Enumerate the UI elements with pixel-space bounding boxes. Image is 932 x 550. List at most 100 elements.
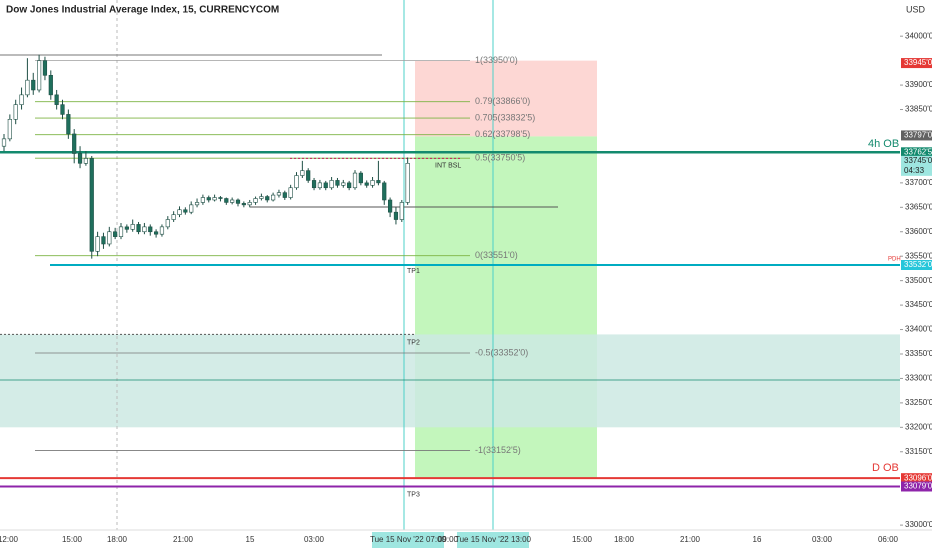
y-tick-label: 33200'0	[905, 422, 932, 431]
price-badge	[901, 473, 932, 484]
candle-body	[154, 231, 159, 235]
candle-body	[48, 74, 53, 96]
candle-body	[370, 180, 375, 186]
zone	[0, 334, 900, 428]
candle-body	[253, 198, 258, 203]
candle-body	[311, 180, 317, 189]
candle-body	[159, 226, 165, 235]
candle-body	[259, 196, 264, 199]
candle-body	[136, 224, 141, 233]
price-badge-label: 33797'0	[904, 131, 932, 140]
y-tick-label: 33900'0	[905, 80, 932, 89]
candle-body	[189, 204, 194, 213]
fib-label: 0(33551'0)	[475, 250, 518, 260]
candle-body	[194, 202, 200, 206]
price-badge-label: 33532'0	[904, 260, 932, 269]
candle-body	[317, 182, 323, 189]
price-badge	[901, 155, 932, 176]
candle-body	[230, 199, 235, 203]
candle-body	[165, 219, 170, 228]
y-tick-label: 33400'0	[905, 325, 932, 334]
candle-body	[19, 94, 24, 105]
x-tick-label: 06:00	[878, 535, 899, 544]
fib-label: -1(33152'5)	[475, 445, 521, 455]
annotation-label: TP3	[407, 491, 420, 498]
price-badge-label: 33745'0	[904, 156, 932, 165]
fib-label: 0.5(33750'5)	[475, 153, 525, 163]
candle-body	[1, 138, 7, 147]
candle-body	[177, 209, 182, 215]
x-tick-label: 03:00	[812, 535, 833, 544]
candle-body	[42, 60, 48, 76]
candle-body	[183, 209, 188, 213]
candle-body	[101, 236, 106, 245]
x-tick-label: 21:00	[173, 535, 194, 544]
candle-body	[25, 79, 30, 96]
y-tick-label: 34000'0	[905, 31, 932, 40]
candle-body	[247, 202, 252, 206]
fib-label: 0.705(33832'5)	[475, 112, 535, 122]
y-tick-label: 33300'0	[905, 374, 932, 383]
annotation-label: INT BSL	[435, 162, 461, 169]
candle-body	[95, 236, 100, 252]
plot: 1(33950'0) 0.79(33866'0) 0.705(33832'5) 0.6…	[0, 0, 900, 530]
candle-body	[235, 199, 241, 204]
candle-body	[118, 226, 124, 237]
y-tick-label: 33000'0	[905, 520, 932, 529]
candle-body	[405, 163, 410, 203]
price-badge-label: 33762'5	[904, 147, 932, 156]
fib-label: -0.5(33352'0)	[475, 347, 528, 357]
candle-body	[60, 104, 65, 115]
candle-body	[130, 224, 135, 230]
candle-body	[200, 197, 206, 203]
x-tick-label: 12:00	[0, 535, 19, 544]
time-highlight	[457, 532, 529, 548]
x-tick-label: Tue 15 Nov '22 07:00	[370, 535, 447, 544]
candle-body	[300, 170, 305, 176]
fib-label: 0.79(33866'0)	[475, 96, 530, 106]
candle-body	[323, 182, 328, 189]
annotation-label: TP2	[407, 339, 420, 346]
x-tick-label: 18:00	[107, 535, 128, 544]
price-badge-label: 33945'0	[904, 58, 932, 67]
annotation-label: 4h OB	[868, 138, 899, 150]
candle-body	[89, 158, 94, 252]
candle-body	[382, 182, 387, 201]
candle-body	[83, 158, 88, 164]
fib-label: 0.62(33798'5)	[475, 129, 530, 139]
candle-body	[352, 172, 358, 189]
y-tick-label: 33350'0	[905, 349, 932, 358]
x-tick-label: 09:00	[438, 535, 459, 544]
x-tick-label: 18:00	[614, 535, 635, 544]
y-tick-label: 33700'0	[905, 178, 932, 187]
candle-body	[148, 226, 153, 233]
candle-body	[224, 198, 229, 203]
candle-body	[13, 104, 18, 120]
candle-body	[66, 114, 71, 135]
candle-body	[212, 197, 217, 201]
y-tick-label: 33550'0	[905, 251, 932, 260]
currency: USD	[906, 4, 926, 14]
candle-body	[72, 133, 77, 154]
time-highlight	[372, 532, 444, 548]
x-tick-label: 15	[246, 535, 255, 544]
candle-body	[282, 192, 287, 198]
price-badge	[901, 58, 932, 69]
candle-body	[294, 175, 299, 189]
candle-body	[393, 211, 399, 220]
y-tick-label: 33650'0	[905, 202, 932, 211]
candle-body	[341, 182, 346, 186]
price-badge-label: 33096'0	[904, 473, 932, 482]
annotation-label: D OB	[872, 462, 899, 474]
candle-body	[270, 194, 276, 201]
x-tick-label: Tue 15 Nov '22 13:00	[455, 535, 532, 544]
candle-body	[364, 182, 369, 186]
y-tick-label: 33450'0	[905, 300, 932, 309]
candle-body	[113, 231, 118, 237]
price-badge	[901, 481, 932, 492]
price-badge	[901, 130, 932, 141]
countdown: 04:33	[904, 166, 925, 175]
candle-body	[54, 94, 59, 105]
candle-body	[107, 231, 112, 245]
